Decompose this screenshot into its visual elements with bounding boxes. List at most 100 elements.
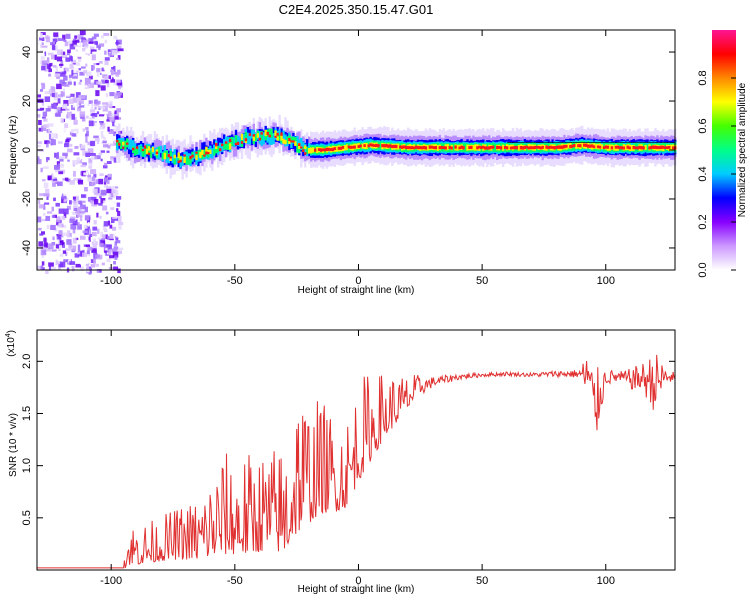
noise-cell xyxy=(55,135,59,138)
noise-cell xyxy=(98,43,105,47)
noise-cell xyxy=(38,204,45,209)
noise-cell xyxy=(42,179,46,182)
ridge-cell xyxy=(454,145,457,149)
noise-cell xyxy=(69,218,75,224)
ridge-cell xyxy=(505,146,509,150)
noise-cell xyxy=(77,107,82,112)
noise-cell xyxy=(89,181,95,187)
noise-cell xyxy=(109,187,114,191)
noise-cell xyxy=(64,143,70,148)
noise-cell xyxy=(77,224,82,230)
ridge-cell xyxy=(183,157,186,164)
noise-cell xyxy=(104,162,108,166)
noise-cell xyxy=(109,100,113,104)
noise-cell xyxy=(59,63,64,66)
noise-cell xyxy=(40,44,43,48)
noise-cell xyxy=(70,223,77,230)
noise-cell xyxy=(62,88,66,93)
noise-cell xyxy=(112,50,118,56)
noise-cell xyxy=(108,52,113,57)
noise-cell xyxy=(65,251,68,257)
noise-cell xyxy=(56,153,59,160)
ridge-cell xyxy=(268,128,271,136)
noise-cell xyxy=(48,262,54,267)
spectrogram-panel: -100 -50 0 50 100 -40 -20 0 20 40 Height of stra… xyxy=(8,29,677,296)
noise-cell xyxy=(110,69,113,73)
ridge-cell xyxy=(195,151,198,154)
noise-cell xyxy=(109,143,115,147)
ridge-cell xyxy=(219,142,222,153)
noise-cell xyxy=(88,41,94,44)
noise-cell xyxy=(99,173,104,176)
ridge-cell xyxy=(157,146,161,153)
noise-cell xyxy=(59,65,63,68)
noise-cell xyxy=(76,212,83,218)
noise-cell xyxy=(71,133,77,137)
noise-cell xyxy=(57,49,63,55)
ridge-cell xyxy=(236,141,240,146)
bottom-y-ticks: 0.5 1.0 1.5 2.0 xyxy=(21,354,675,525)
ridge-cell xyxy=(284,140,287,145)
noise-cell xyxy=(100,189,107,195)
ridge-cell xyxy=(248,133,252,137)
noise-cell xyxy=(100,72,103,75)
ridge-cell xyxy=(256,133,259,138)
ridge-cell xyxy=(545,145,548,149)
ridge-cell xyxy=(349,145,352,149)
noise-cell xyxy=(96,269,100,273)
ridge-cell xyxy=(211,148,214,159)
ridge-cell xyxy=(325,147,329,151)
ridge-cell xyxy=(333,147,337,150)
noise-cell xyxy=(72,103,76,108)
noise-cell xyxy=(57,107,63,114)
noise-cell xyxy=(113,65,116,72)
noise-cell xyxy=(113,131,116,137)
ridge-cell xyxy=(319,148,323,152)
noise-cell xyxy=(104,50,107,55)
noise-cell xyxy=(111,189,116,194)
ridge-cell xyxy=(280,132,283,136)
noise-cell xyxy=(98,203,103,206)
ridge-cell xyxy=(412,146,416,150)
noise-cell xyxy=(81,118,86,122)
bottom-x-tick-label: -100 xyxy=(100,575,122,587)
noise-cell xyxy=(65,108,70,111)
noise-cell xyxy=(51,249,57,252)
noise-cell xyxy=(105,211,109,215)
noise-cell xyxy=(102,105,108,112)
top-x-tick-label: 0 xyxy=(355,275,361,287)
ridge-cell xyxy=(215,143,218,147)
ridge-cell xyxy=(145,148,149,155)
noise-cell xyxy=(63,84,70,87)
noise-cell xyxy=(46,196,49,200)
ridge-cell xyxy=(456,144,459,151)
noise-cell xyxy=(59,79,65,84)
ridge-cell xyxy=(308,148,311,154)
noise-cell xyxy=(72,196,79,200)
ridge-cell xyxy=(252,136,255,141)
noise-cell xyxy=(98,178,104,185)
noise-cell xyxy=(72,245,77,252)
ridge-cell xyxy=(509,146,513,150)
ridge-cell xyxy=(310,147,313,154)
noise-cell xyxy=(100,131,104,137)
ridge-cell xyxy=(173,149,176,159)
ridge-cell xyxy=(539,146,542,150)
noise-cell xyxy=(45,203,48,206)
noise-cell xyxy=(37,141,43,145)
noise-cell xyxy=(106,178,110,185)
noise-cell xyxy=(58,171,64,175)
noise-cell xyxy=(67,53,70,56)
spectrogram-marks xyxy=(37,30,677,275)
ridge-cell xyxy=(228,143,232,150)
noise-cell xyxy=(87,174,91,180)
noise-cell xyxy=(63,75,68,81)
noise-cell xyxy=(45,215,51,221)
ridge-cell xyxy=(579,144,582,148)
noise-cell xyxy=(112,182,116,185)
ridge-cell xyxy=(236,135,240,146)
ridge-cell xyxy=(361,143,364,149)
ridge-cell xyxy=(128,140,131,150)
noise-cell xyxy=(79,71,85,76)
ridge-cell xyxy=(163,152,166,160)
